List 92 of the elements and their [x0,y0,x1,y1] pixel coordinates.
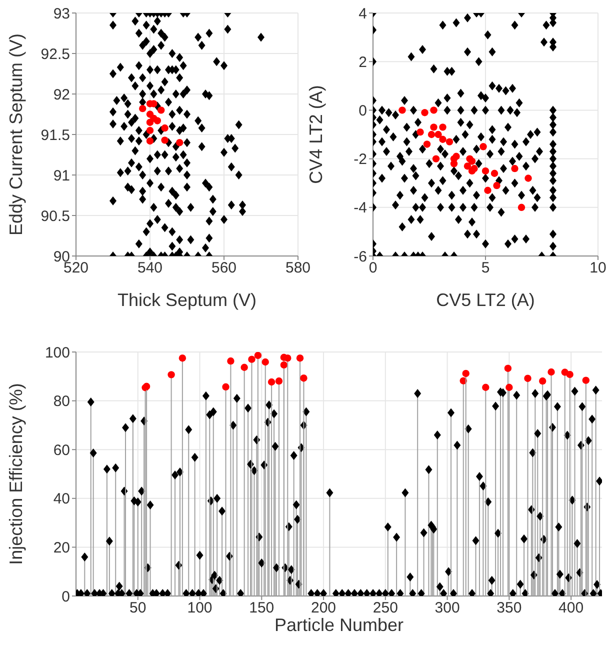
y-tick-label: 40 [53,490,70,508]
x-tick-label: 10 [590,260,606,277]
point [154,117,161,124]
point [296,354,304,362]
point [300,374,308,382]
point [548,368,555,376]
x-tick-label: 100 [187,600,212,617]
point [222,383,230,390]
y-tick-label: 60 [53,442,70,459]
x-tick-label: 560 [211,260,237,277]
point [262,358,269,366]
point [524,174,532,182]
point [439,136,446,143]
x-tick-label: 350 [496,600,522,617]
point [430,124,438,131]
point [432,155,440,162]
point [434,130,442,138]
point [504,364,512,372]
point [484,186,492,194]
y-axis-title: Eddy Current Septum (V) [6,33,26,236]
x-axis-title: CV5 LT2 (A) [436,290,535,310]
y-tick-label: 93 [53,5,70,22]
point [416,128,424,136]
point [280,361,288,369]
point [227,357,234,365]
point [139,104,146,112]
y-tick-label: 92 [53,86,70,104]
y-tick-label: 91.5 [40,126,70,144]
point [158,106,165,114]
point [518,204,526,211]
point [468,158,476,165]
point [254,352,262,360]
point [538,377,546,385]
point [490,170,498,177]
point [511,164,518,172]
point [493,182,500,190]
x-tick-label: 300 [434,600,460,617]
y-tick-label: 91 [53,167,70,184]
point [275,377,283,385]
point [423,140,431,148]
point [462,370,470,378]
point [284,354,292,362]
point [470,164,478,172]
point [398,106,406,114]
point [421,109,428,116]
point [248,356,256,363]
y-axis-title: CV4 LT2 (A) [306,85,326,184]
y-tick-label: 90.5 [40,208,70,225]
y-tick-label: 80 [53,393,70,410]
y-tick-label: -4 [354,200,367,217]
point [582,376,590,384]
x-tick-label: 200 [311,600,336,617]
x-tick-label: 400 [558,600,584,617]
y-tick-label: 4 [358,5,367,22]
point [168,371,175,378]
x-axis-title: Thick Septum (V) [117,290,257,310]
x-tick-label: 250 [372,600,398,617]
point [268,378,276,386]
point [176,139,184,146]
point [464,162,472,170]
y-tick-label: -6 [354,248,367,266]
x-tick-label: 580 [285,260,311,277]
point [161,136,168,144]
point [506,384,513,391]
point [446,138,454,146]
point [482,384,490,391]
y-tick-label: 100 [44,344,70,362]
point [524,374,532,382]
y-tick-label: -2 [354,151,367,168]
x-tick-label: 150 [249,600,274,617]
x-tick-label: 5 [481,260,490,277]
point [161,124,168,132]
point [146,137,154,145]
point [439,124,446,131]
x-tick-label: 50 [130,600,146,617]
point [566,370,574,378]
y-tick-label: 2 [358,54,367,71]
point [482,167,490,175]
point [480,143,487,150]
y-axis-title: Injection Efficiency (%) [6,383,26,565]
y-tick-label: 0 [62,588,70,606]
point [240,364,248,371]
point [178,354,186,362]
y-tick-label: 92.5 [40,46,70,63]
x-axis-title: Particle Number [274,615,404,635]
point [146,126,154,134]
y-tick-label: 20 [53,540,70,557]
y-tick-label: 0 [358,102,367,120]
point [450,160,458,168]
point [428,130,436,138]
point [430,106,438,114]
x-tick-label: 540 [137,260,163,277]
